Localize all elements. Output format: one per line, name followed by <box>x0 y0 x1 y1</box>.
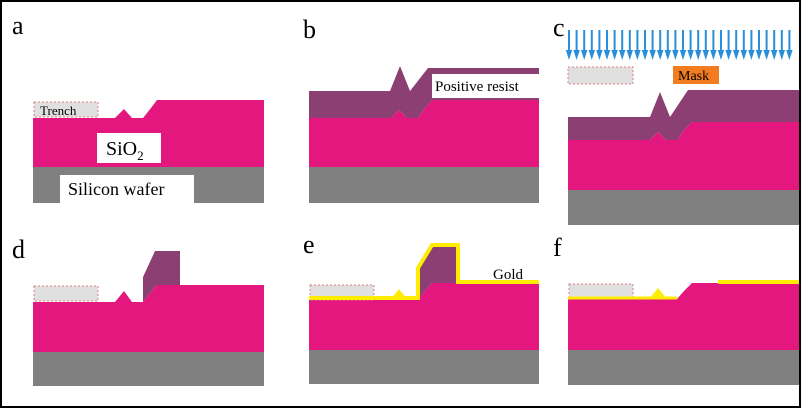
panel-a: a Trench SiO2 Silicon wafer <box>12 11 264 203</box>
mask-label: Mask <box>678 69 709 84</box>
panel-e: e Gold <box>303 230 539 384</box>
sio2-label: SiO2 <box>106 138 144 163</box>
down-arrow-icon <box>717 50 725 60</box>
gold-in-trench <box>392 289 406 298</box>
down-arrow-icon <box>565 50 573 60</box>
sio2-layer <box>33 285 264 352</box>
sio2-label-box <box>97 133 161 163</box>
panel-letter-e: e <box>303 230 315 259</box>
silicon-wafer-layer <box>568 190 799 225</box>
down-arrow-icon <box>710 50 717 60</box>
down-arrow-icon <box>641 50 649 60</box>
down-arrow-icon <box>725 50 732 60</box>
down-arrow-icon <box>588 50 595 60</box>
down-arrow-icon <box>755 50 763 60</box>
down-arrow-icon <box>687 50 694 60</box>
silicon-wafer-layer <box>309 167 539 203</box>
panel-letter-c: c <box>553 13 565 42</box>
panel-b: b Positive resist <box>303 15 539 203</box>
panel-letter-d: d <box>12 235 25 264</box>
silicon-wafer-layer <box>309 350 539 384</box>
panel-letter-f: f <box>553 233 562 262</box>
trench-box <box>33 101 99 118</box>
trench-box <box>568 283 634 300</box>
remaining-resist-block <box>143 251 180 302</box>
down-arrow-icon <box>771 50 778 60</box>
down-arrow-icon <box>664 50 671 60</box>
down-arrow-icon <box>740 50 747 60</box>
down-arrow-icon <box>634 50 641 60</box>
down-arrow-icon <box>581 50 588 60</box>
down-arrow-icon <box>786 50 793 60</box>
panel-letter-a: a <box>12 11 24 40</box>
down-arrow-icon <box>611 50 618 60</box>
panel-letter-b: b <box>303 15 316 44</box>
remaining-resist-block <box>418 247 456 299</box>
uv-exposure-arrows <box>565 30 793 60</box>
down-arrow-icon <box>657 50 664 60</box>
down-arrow-icon <box>619 50 626 60</box>
down-arrow-icon <box>702 50 709 60</box>
down-arrow-icon <box>573 50 580 60</box>
trench-box <box>567 66 634 85</box>
down-arrow-icon <box>626 50 633 60</box>
silicon-wafer-layer <box>568 350 799 385</box>
panel-c: c Mask <box>553 13 799 225</box>
trench-label: Trench <box>40 103 77 118</box>
positive-resist-label: Positive resist <box>435 79 520 95</box>
sio2-layer <box>568 283 799 350</box>
panel-f: f <box>553 233 799 385</box>
down-arrow-icon <box>733 50 740 60</box>
sio2-layer <box>568 122 799 190</box>
down-arrow-icon <box>748 50 755 60</box>
gold-label: Gold <box>493 267 524 283</box>
gold-in-trench <box>650 288 666 298</box>
down-arrow-icon <box>672 50 679 60</box>
mask-label-box <box>673 66 719 84</box>
down-arrow-icon <box>649 50 656 60</box>
positive-resist-layer <box>568 90 799 140</box>
down-arrow-icon <box>596 50 603 60</box>
silicon-wafer-layer <box>33 352 264 386</box>
silicon-wafer-label: Silicon wafer <box>68 179 164 199</box>
panel-d: d <box>12 235 264 386</box>
gold-layer <box>309 243 539 300</box>
down-arrow-icon <box>679 50 687 60</box>
trench-box <box>33 285 99 302</box>
sio2-layer <box>309 100 539 167</box>
down-arrow-icon <box>778 50 785 60</box>
positive-resist-label-box <box>432 74 539 98</box>
down-arrow-icon <box>695 50 702 60</box>
down-arrow-icon <box>603 50 611 60</box>
silicon-wafer-label-box <box>60 175 194 203</box>
down-arrow-icon <box>763 50 770 60</box>
